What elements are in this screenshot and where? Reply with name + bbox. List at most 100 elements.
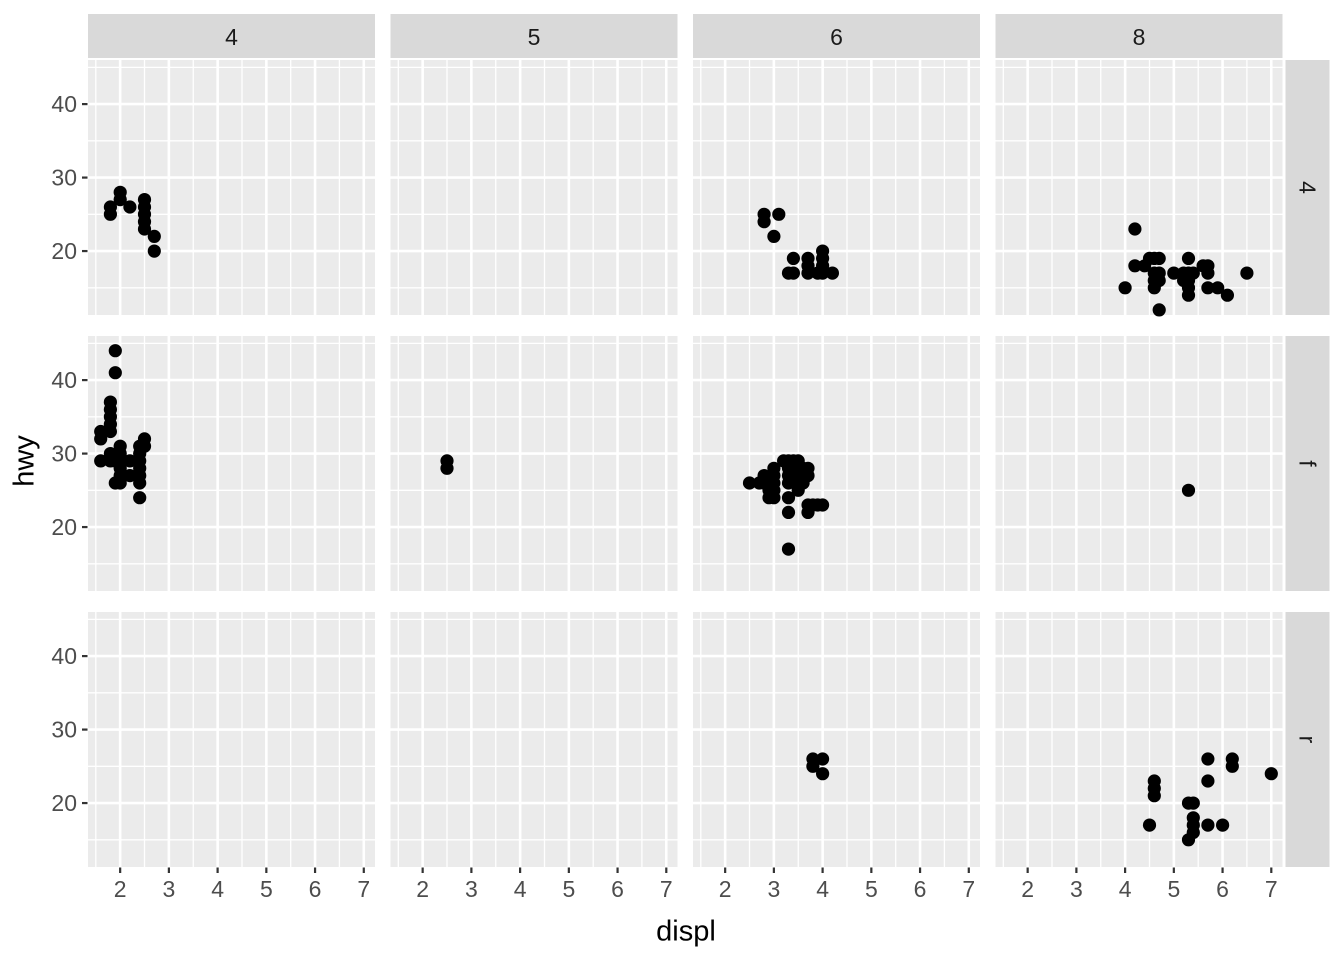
panel-background bbox=[995, 60, 1283, 315]
data-point bbox=[767, 229, 781, 243]
data-point bbox=[781, 491, 796, 505]
data-point bbox=[1264, 767, 1278, 781]
gridlines bbox=[693, 336, 980, 591]
panel-background bbox=[390, 612, 678, 867]
data-point bbox=[1181, 833, 1196, 847]
x-tick-label: 3 bbox=[1070, 876, 1083, 902]
facet-strip-row-bg bbox=[1285, 60, 1330, 315]
gridlines bbox=[995, 336, 1283, 591]
data-point bbox=[137, 439, 152, 453]
data-point bbox=[113, 476, 127, 490]
data-point bbox=[1220, 288, 1234, 302]
data-point bbox=[786, 266, 801, 280]
data-point bbox=[113, 193, 127, 207]
panel-background bbox=[390, 60, 678, 315]
y-axis-title: hwy bbox=[8, 435, 41, 487]
data-point bbox=[757, 215, 771, 229]
data-point bbox=[781, 505, 796, 519]
facet-panel bbox=[88, 612, 375, 867]
data-point bbox=[816, 498, 830, 512]
facet-col-strip: 6 bbox=[693, 14, 980, 58]
data-point bbox=[94, 432, 108, 446]
y-tick-label: 40 bbox=[51, 367, 77, 393]
y-tick-label: 40 bbox=[51, 91, 77, 117]
x-tick-label: 2 bbox=[719, 876, 732, 902]
x-axis-title: displ bbox=[656, 915, 716, 948]
points-layer bbox=[94, 344, 152, 505]
y-tick-label: 20 bbox=[51, 238, 77, 264]
x-tick-label: 3 bbox=[162, 876, 175, 902]
points-layer bbox=[103, 185, 161, 258]
panel-background bbox=[995, 336, 1283, 591]
gridlines bbox=[390, 336, 678, 591]
panel-background bbox=[693, 336, 980, 591]
facet-panel bbox=[995, 336, 1283, 591]
x-tick-label: 2 bbox=[416, 876, 429, 902]
facet-row-strip: f bbox=[1285, 336, 1330, 591]
facet-row-strip-label: r bbox=[1295, 736, 1321, 744]
y-tick-label: 40 bbox=[51, 643, 77, 669]
x-tick-label: 7 bbox=[962, 876, 975, 902]
y-tick-label: 30 bbox=[51, 441, 77, 467]
facet-panel bbox=[390, 612, 678, 867]
x-tick-label: 6 bbox=[1216, 876, 1229, 902]
facet-row-strip-label: 4 bbox=[1295, 181, 1321, 194]
data-point bbox=[108, 344, 122, 358]
facet-panel bbox=[995, 612, 1283, 867]
panel-background bbox=[88, 60, 375, 315]
data-point bbox=[1152, 303, 1166, 317]
x-tick-label: 5 bbox=[865, 876, 878, 902]
x-tick-label: 4 bbox=[816, 876, 829, 902]
points-layer bbox=[1142, 752, 1278, 847]
facet-strip-row-bg bbox=[1285, 336, 1330, 591]
data-point bbox=[103, 207, 117, 221]
data-point bbox=[742, 476, 757, 490]
x-tick-label: 6 bbox=[611, 876, 624, 902]
data-point bbox=[147, 229, 161, 243]
data-point bbox=[801, 469, 815, 483]
facet-col-strip: 8 bbox=[995, 14, 1283, 58]
data-point bbox=[123, 454, 137, 468]
y-tick-label: 20 bbox=[51, 514, 77, 540]
data-point bbox=[1186, 796, 1200, 810]
points-layer bbox=[806, 752, 830, 781]
data-point bbox=[1225, 759, 1239, 773]
facet-strip-col-bg bbox=[693, 14, 980, 58]
facet-panel bbox=[390, 336, 678, 591]
data-point bbox=[806, 759, 820, 773]
data-point bbox=[1152, 251, 1166, 265]
x-tick-label: 7 bbox=[660, 876, 673, 902]
facet-panel bbox=[995, 60, 1283, 317]
y-tick-label: 30 bbox=[51, 165, 77, 191]
data-point bbox=[133, 491, 147, 505]
facet-col-strip-label: 6 bbox=[830, 24, 843, 50]
facet-row-strip-label: f bbox=[1295, 460, 1321, 467]
facet-strip-col-bg bbox=[390, 14, 678, 58]
facet-col-strip: 4 bbox=[88, 14, 375, 58]
x-tick-label: 2 bbox=[114, 876, 127, 902]
x-tick-label: 4 bbox=[1119, 876, 1132, 902]
x-tick-label: 3 bbox=[767, 876, 780, 902]
gridlines bbox=[390, 60, 678, 315]
data-point bbox=[123, 469, 137, 483]
facet-strip-col-bg bbox=[88, 14, 375, 58]
y-tick-label: 30 bbox=[51, 717, 77, 743]
facet-panel bbox=[88, 336, 375, 591]
data-point bbox=[1211, 281, 1225, 295]
panel-background bbox=[693, 612, 980, 867]
gridlines bbox=[88, 60, 375, 315]
data-point bbox=[816, 767, 830, 781]
data-point bbox=[1142, 818, 1157, 832]
facet-col-strip: 5 bbox=[390, 14, 678, 58]
data-point bbox=[1128, 222, 1142, 236]
x-tick-label: 6 bbox=[914, 876, 927, 902]
points-layer bbox=[1118, 222, 1254, 317]
data-point bbox=[772, 207, 786, 221]
x-axis: 2 3 4 5 6 7 2 3 4 5 6 7 2 3 4 5 6 7 2 3 4 5 6 7 bbox=[114, 867, 1278, 902]
data-point bbox=[1147, 789, 1161, 803]
x-tick-label: 3 bbox=[465, 876, 478, 902]
data-point bbox=[816, 266, 830, 280]
data-point bbox=[94, 454, 108, 468]
data-point bbox=[1201, 266, 1215, 280]
